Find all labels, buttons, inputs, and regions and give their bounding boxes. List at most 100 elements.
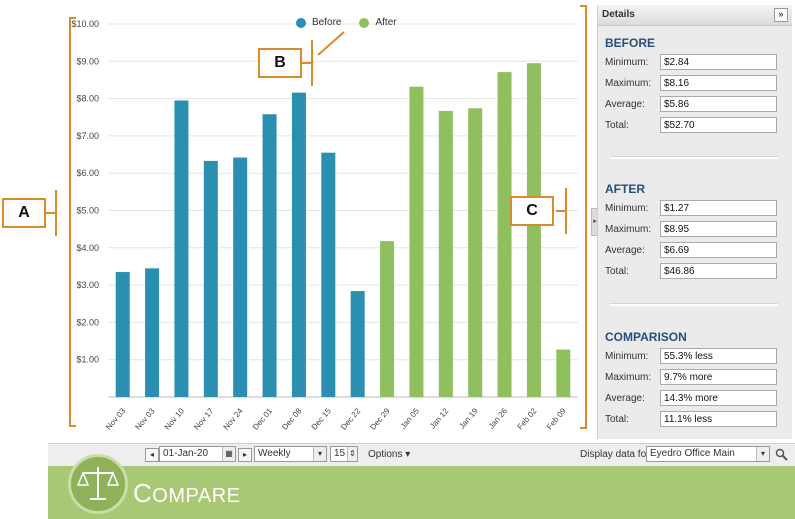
comparison-row-total: Total: 11.1% less [605, 411, 785, 429]
scales-logo-icon [68, 454, 128, 514]
row-label: Total: [605, 120, 629, 131]
y-tick-label: $5.00 [76, 206, 99, 216]
banner-title-initial: C [133, 478, 153, 508]
details-title: Details [602, 9, 635, 20]
compare-banner: COMPARE [48, 454, 795, 519]
chevron-down-icon: ▾ [313, 447, 326, 461]
row-label: Minimum: [605, 351, 649, 362]
after-avg-field[interactable]: $6.69 [660, 242, 777, 258]
before-row-min: Minimum: $2.84 [605, 54, 785, 72]
bar-after [556, 349, 571, 397]
bar-after [380, 241, 395, 397]
legend-item-before[interactable]: Before [296, 17, 341, 28]
comparison-row-min: Minimum: 55.3% less [605, 348, 785, 366]
options-label: Options [368, 449, 403, 460]
comparison-heading: COMPARISON [605, 330, 687, 344]
bar-before [321, 152, 336, 397]
bar-after [497, 72, 512, 397]
after-total-field[interactable]: $46.86 [660, 263, 777, 279]
options-menu[interactable]: Options ▾ [368, 449, 411, 460]
bar-before [145, 268, 160, 397]
stepper-arrows-icon[interactable]: ⇕ [347, 447, 357, 461]
comparison-min-field[interactable]: 55.3% less [660, 348, 777, 364]
period-value: Weekly [258, 448, 291, 459]
legend-item-after[interactable]: After [359, 17, 397, 28]
after-max-field[interactable]: $8.95 [660, 221, 777, 237]
before-row-max: Maximum: $8.16 [605, 75, 785, 93]
before-avg-field[interactable]: $5.86 [660, 96, 777, 112]
after-row-total: Total: $46.86 [605, 263, 785, 281]
y-tick-label: $1.00 [76, 355, 99, 365]
y-tick-label: $9.00 [76, 56, 99, 66]
y-tick-label: $2.00 [76, 317, 99, 327]
count-stepper[interactable]: 15 ⇕ [330, 446, 358, 462]
row-label: Average: [605, 393, 645, 404]
bar-before [233, 157, 248, 397]
row-label: Average: [605, 245, 645, 256]
bar-after [526, 63, 541, 397]
row-label: Total: [605, 266, 629, 277]
count-value: 15 [334, 448, 346, 459]
double-chevron-right-icon[interactable]: » [774, 8, 788, 22]
callout-c-bracket [580, 5, 587, 429]
divider [610, 303, 778, 306]
location-value: Eyedro Office Main [650, 448, 735, 459]
comparison-avg-field[interactable]: 14.3% more [660, 390, 777, 406]
period-select[interactable]: Weekly ▾ [254, 446, 327, 462]
bar-before [115, 272, 130, 397]
y-tick-label: $10.00 [71, 19, 99, 29]
legend-label-before: Before [312, 17, 342, 28]
previous-period-button[interactable]: ◂ [145, 448, 159, 462]
chart-svg: $1.00 $2.00 $3.00 $4.00 $5.00 $6.00 $7.00 $8.00… [71, 19, 578, 432]
after-row-avg: Average: $6.69 [605, 242, 785, 260]
cost-comparison-chart: $1.00 $2.00 $3.00 $4.00 $5.00 $6.00 $7.00 $8.00… [48, 0, 588, 440]
y-tick-label: $6.00 [76, 168, 99, 178]
search-icon[interactable] [775, 448, 788, 461]
y-tick-label: $7.00 [76, 131, 99, 141]
calendar-icon[interactable]: ▦ [222, 447, 235, 461]
bar-before [291, 92, 306, 397]
y-tick-label: $3.00 [76, 280, 99, 290]
divider [610, 156, 778, 159]
date-input[interactable]: 01-Jan-20 ▦ [159, 446, 236, 462]
chevron-down-icon: ▾ [756, 447, 769, 461]
before-min-field[interactable]: $2.84 [660, 54, 777, 70]
y-tick-label: $8.00 [76, 94, 99, 104]
bar-before [262, 114, 277, 398]
comparison-row-max: Maximum: 9.7% more [605, 369, 785, 387]
before-total-field[interactable]: $52.70 [660, 117, 777, 133]
row-label: Total: [605, 414, 629, 425]
bar-before [203, 160, 218, 397]
bar-after [409, 86, 424, 397]
before-max-field[interactable]: $8.16 [660, 75, 777, 91]
date-value: 01-Jan-20 [163, 448, 209, 459]
location-select[interactable]: Eyedro Office Main ▾ [646, 446, 770, 462]
next-period-button[interactable]: ▸ [238, 448, 252, 462]
banner-title: COMPARE [133, 478, 240, 509]
bar-before [350, 291, 365, 397]
display-data-label: Display data for: [580, 449, 653, 460]
callout-b: B [258, 48, 302, 78]
callout-a-bracket [69, 17, 76, 427]
legend-dot-after [359, 17, 370, 28]
after-min-field[interactable]: $1.27 [660, 200, 777, 216]
row-label: Average: [605, 99, 645, 110]
callout-b-pointer [317, 31, 345, 56]
comparison-row-avg: Average: 14.3% more [605, 390, 785, 408]
row-label: Minimum: [605, 203, 649, 214]
banner-title-rest: OMPARE [152, 485, 241, 507]
comparison-max-field[interactable]: 9.7% more [660, 369, 777, 385]
before-heading: BEFORE [605, 36, 656, 50]
details-panel: Details » BEFORE Minimum: $2.84 Maximum: $… [597, 5, 792, 439]
callout-c: C [510, 196, 554, 226]
legend-label-after: After [375, 17, 397, 28]
details-header: Details » [598, 5, 792, 26]
callout-a: A [2, 198, 46, 228]
after-heading: AFTER [605, 182, 645, 196]
row-label: Maximum: [605, 372, 652, 383]
y-tick-label: $4.00 [76, 243, 99, 253]
chart-legend: Before After [296, 17, 397, 28]
comparison-total-field[interactable]: 11.1% less [660, 411, 777, 427]
row-label: Maximum: [605, 224, 652, 235]
before-row-total: Total: $52.70 [605, 117, 785, 135]
